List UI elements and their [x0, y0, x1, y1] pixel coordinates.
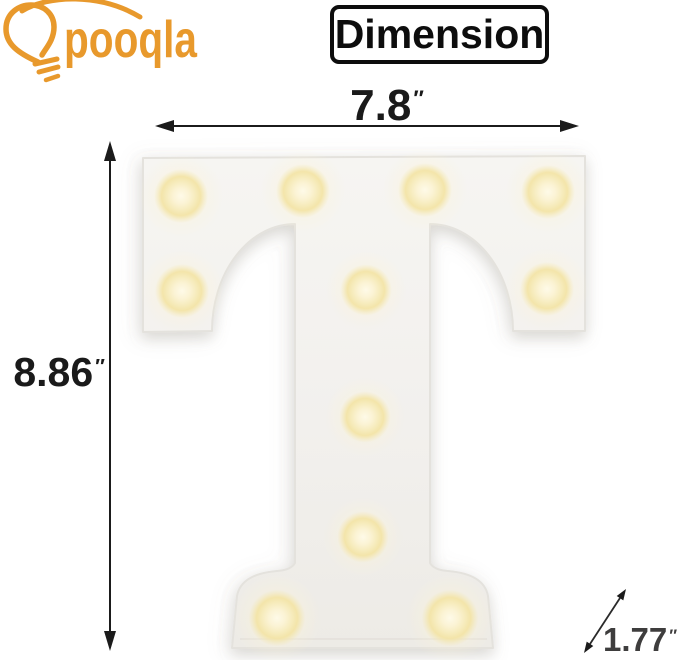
arrowhead-downleft-icon — [584, 641, 594, 653]
brand-logo: pooqla — [3, 0, 198, 83]
depth-value: 1.77 — [603, 621, 668, 658]
led-light — [421, 589, 479, 647]
height-label: 8.86″ — [2, 352, 105, 393]
depth-unit: ″ — [669, 626, 678, 645]
width-arrow — [155, 120, 579, 132]
led-light — [520, 262, 574, 316]
led-light — [276, 164, 330, 218]
dimension-title-box: Dimension — [330, 5, 549, 64]
led-light — [337, 511, 389, 563]
arrowhead-upright-icon — [616, 589, 626, 601]
arrowhead-down-icon — [104, 631, 116, 651]
width-unit: ″ — [413, 86, 424, 112]
led-light — [521, 165, 575, 219]
led-light — [155, 264, 209, 318]
depth-arrow — [584, 589, 626, 653]
height-unit: ″ — [95, 355, 105, 379]
width-label: 7.8″ — [312, 84, 462, 128]
marquee-letter-t — [139, 148, 590, 660]
height-arrow — [104, 141, 116, 651]
lightbulb-icon — [3, 0, 143, 83]
led-light — [339, 391, 391, 443]
led-light — [248, 589, 306, 647]
depth-label: 1.77 ″ — [603, 623, 679, 656]
led-light — [154, 169, 208, 223]
arrowhead-up-icon — [104, 141, 116, 161]
led-light — [398, 163, 452, 217]
arrowhead-right-icon — [560, 120, 579, 132]
dimension-title: Dimension — [334, 11, 545, 57]
arrowhead-left-icon — [155, 120, 174, 132]
height-value: 8.86 — [13, 349, 94, 395]
width-value: 7.8 — [350, 81, 412, 130]
led-light — [340, 264, 392, 316]
brand-name: pooqla — [64, 11, 198, 69]
led-lights — [139, 148, 590, 660]
